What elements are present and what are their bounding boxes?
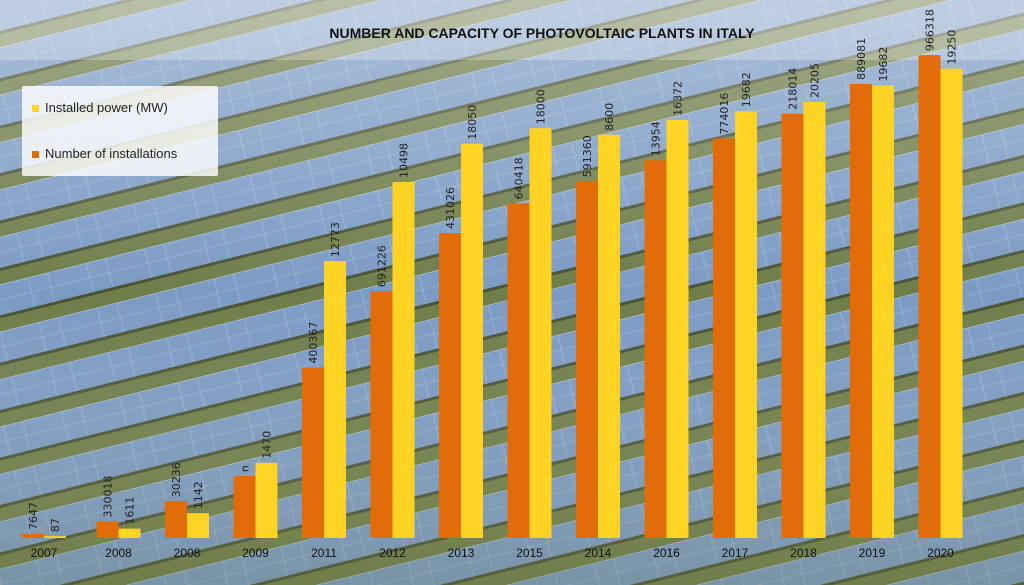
data-label-power-2: 1142 bbox=[192, 481, 205, 509]
data-label-power-4: 12773 bbox=[329, 222, 342, 257]
data-label-installations-3: n bbox=[239, 465, 252, 472]
bar-installations-6 bbox=[439, 233, 461, 538]
data-labels-group: 7647 87 330018 1611 30236 1142 n 1470 400367 1277… bbox=[27, 9, 959, 532]
data-label-installations-1: 330018 bbox=[102, 475, 115, 517]
bar-installations-10 bbox=[713, 138, 735, 539]
bar-power-9 bbox=[666, 119, 689, 539]
data-label-power-3: 1470 bbox=[261, 431, 274, 459]
data-label-power-11: 20205 bbox=[809, 63, 822, 98]
data-label-power-6: 18050 bbox=[466, 105, 479, 140]
bar-power-11 bbox=[803, 102, 826, 538]
bar-installations-4 bbox=[302, 367, 324, 538]
bar-power-2 bbox=[187, 513, 209, 538]
bar-installations-1 bbox=[96, 521, 119, 538]
x-tick-label-13: 2020 bbox=[927, 546, 954, 560]
bar-installations-2 bbox=[165, 501, 187, 538]
bar-installations-0 bbox=[22, 534, 44, 538]
x-tick-label-7: 2015 bbox=[516, 546, 543, 560]
bar-power-0 bbox=[44, 536, 66, 538]
data-label-power-9: 16372 bbox=[672, 81, 685, 116]
legend-item-installations: Number of installations bbox=[32, 146, 177, 161]
x-tick-label-3: 2009 bbox=[242, 546, 269, 560]
x-tick-label-1: 2008 bbox=[105, 546, 132, 560]
bar-power-7 bbox=[529, 128, 552, 538]
x-tick-label-5: 2012 bbox=[379, 546, 406, 560]
x-tick-label-2: 2008 bbox=[174, 546, 201, 560]
bar-power-12 bbox=[872, 85, 894, 538]
x-tick-label-6: 2013 bbox=[448, 546, 475, 560]
x-tick-label-10: 2017 bbox=[722, 546, 749, 560]
bar-power-3 bbox=[255, 462, 278, 538]
data-label-installations-10: 774016 bbox=[718, 93, 731, 135]
bar-power-13 bbox=[940, 68, 963, 538]
bars-group bbox=[22, 55, 963, 539]
legend-label-installations: Number of installations bbox=[45, 146, 178, 161]
bar-power-6 bbox=[461, 143, 483, 538]
data-label-power-8: 8600 bbox=[603, 103, 616, 131]
bar-installations-5 bbox=[370, 291, 393, 538]
data-label-installations-4: 400367 bbox=[307, 322, 320, 364]
data-label-power-5: 10498 bbox=[398, 143, 411, 178]
bar-installations-11 bbox=[781, 113, 804, 538]
x-tick-label-12: 2019 bbox=[859, 546, 886, 560]
bar-installations-7 bbox=[507, 203, 530, 538]
bar-power-4 bbox=[324, 261, 346, 538]
bar-installations-3 bbox=[233, 476, 256, 538]
data-label-power-7: 18000 bbox=[535, 89, 548, 124]
legend: Installed power (MW) Number of installat… bbox=[22, 86, 218, 176]
data-label-installations-5: 691226 bbox=[376, 245, 389, 287]
bar-power-5 bbox=[392, 182, 415, 538]
data-label-installations-6: 431026 bbox=[444, 187, 457, 229]
data-label-installations-2: 30236 bbox=[170, 462, 183, 497]
x-tick-label-4: 2011 bbox=[311, 546, 337, 560]
legend-swatch-power bbox=[32, 105, 39, 113]
x-tick-label-0: 2007 bbox=[31, 546, 58, 560]
x-tick-label-8: 2014 bbox=[585, 546, 612, 560]
data-label-installations-7: 640418 bbox=[513, 157, 526, 199]
data-label-power-10: 19682 bbox=[740, 72, 753, 107]
bar-power-10 bbox=[735, 111, 757, 538]
legend-label-power: Installed power (MW) bbox=[45, 100, 168, 115]
data-label-installations-9: 13954 bbox=[650, 121, 663, 156]
x-axis-tick-labels: 2007 2008 2008 2009 2011 2012 2013 2015 2014 2016… bbox=[31, 546, 955, 560]
chart-title: NUMBER AND CAPACITY OF PHOTOVOLTAIC PLAN… bbox=[329, 25, 755, 41]
data-label-power-13: 19250 bbox=[946, 30, 959, 65]
bar-installations-8 bbox=[576, 181, 598, 538]
data-label-power-12: 19682 bbox=[877, 47, 890, 82]
data-label-power-1: 1611 bbox=[124, 497, 137, 525]
bar-installations-12 bbox=[850, 83, 872, 538]
data-label-installations-13: 966318 bbox=[924, 9, 937, 51]
bar-installations-13 bbox=[918, 55, 941, 538]
bar-power-8 bbox=[598, 134, 620, 538]
data-label-installations-12: 889081 bbox=[855, 38, 868, 80]
bar-installations-9 bbox=[644, 160, 667, 538]
x-tick-label-11: 2018 bbox=[790, 546, 817, 560]
bar-power-1 bbox=[118, 528, 141, 538]
x-tick-label-9: 2016 bbox=[653, 546, 680, 560]
data-label-installations-8: 591360 bbox=[581, 135, 594, 177]
data-label-installations-0: 7647 bbox=[27, 502, 40, 530]
legend-swatch-installations bbox=[32, 151, 39, 159]
data-label-installations-11: 218014 bbox=[787, 68, 800, 110]
legend-item-power: Installed power (MW) bbox=[32, 100, 168, 115]
data-label-power-0: 87 bbox=[49, 518, 62, 532]
